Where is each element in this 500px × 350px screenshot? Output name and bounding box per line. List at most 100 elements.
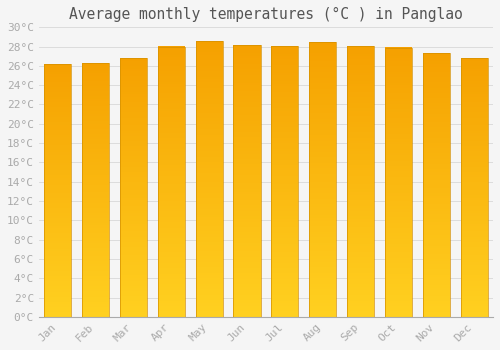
Bar [385,139,412,142]
Bar [196,148,223,151]
Bar [460,169,488,172]
Bar [234,309,260,312]
Bar [120,265,147,268]
Bar [234,113,260,116]
Bar [422,253,450,256]
Bar [271,211,298,214]
Bar [234,213,260,216]
Bar [271,303,298,306]
Bar [82,274,109,276]
Bar [271,111,298,113]
Bar [271,184,298,187]
Bar [385,150,412,153]
Bar [234,99,260,102]
Bar [158,182,185,184]
Bar [385,155,412,158]
Bar [347,157,374,160]
Bar [44,79,72,82]
Bar [120,216,147,218]
Bar [422,130,450,132]
Bar [309,265,336,267]
Bar [158,176,185,179]
Bar [460,247,488,250]
Bar [347,298,374,301]
Bar [309,61,336,64]
Bar [120,314,147,317]
Bar [460,81,488,84]
Bar [158,63,185,65]
Bar [82,63,109,65]
Bar [44,223,72,226]
Bar [422,267,450,270]
Bar [347,289,374,292]
Bar [82,268,109,271]
Bar [347,200,374,203]
Bar [271,160,298,162]
Bar [82,142,109,144]
Bar [347,276,374,279]
Bar [44,127,72,130]
Bar [158,214,185,217]
Bar [271,203,298,205]
Bar [347,119,374,121]
Bar [44,110,72,112]
Bar [347,227,374,230]
Bar [82,203,109,205]
Bar [44,231,72,233]
Bar [271,189,298,192]
Bar [82,193,109,195]
Bar [271,224,298,227]
Bar [120,231,147,234]
Bar [347,121,374,124]
Bar [120,169,147,172]
Bar [422,206,450,209]
Bar [309,212,336,215]
Bar [120,141,147,144]
Bar [309,292,336,295]
Bar [460,304,488,307]
Bar [309,86,336,89]
Bar [422,303,450,306]
Bar [120,146,147,149]
Bar [120,120,147,123]
Bar [347,124,374,127]
Bar [347,211,374,214]
Bar [309,42,336,317]
Bar [347,181,374,184]
Bar [385,169,412,172]
Bar [120,239,147,242]
Bar [120,260,147,262]
Bar [158,108,185,111]
Bar [44,142,72,145]
Bar [271,265,298,268]
Bar [196,275,223,278]
Bar [422,61,450,64]
Bar [309,75,336,77]
Bar [422,143,450,146]
Bar [120,74,147,76]
Bar [82,248,109,251]
Bar [385,204,412,206]
Bar [196,234,223,237]
Bar [120,138,147,141]
Bar [271,249,298,252]
Bar [120,267,147,270]
Bar [158,82,185,84]
Bar [309,188,336,190]
Bar [196,49,223,52]
Bar [234,118,260,121]
Bar [347,94,374,97]
Bar [271,132,298,135]
Bar [422,164,450,167]
Bar [422,58,450,61]
Bar [422,264,450,267]
Bar [422,251,450,254]
Bar [234,58,260,61]
Bar [422,124,450,127]
Bar [460,84,488,86]
Bar [385,266,412,268]
Bar [347,89,374,92]
Bar [422,196,450,198]
Bar [234,183,260,186]
Bar [196,52,223,55]
